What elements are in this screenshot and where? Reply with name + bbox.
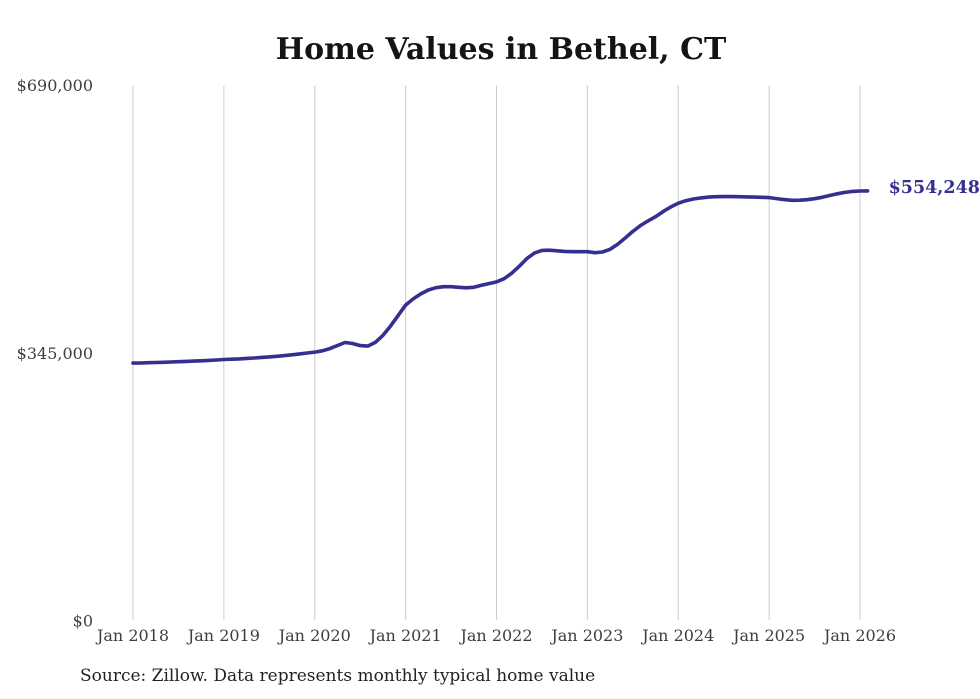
chart-title: Home Values in Bethel, CT — [276, 32, 727, 67]
x-tick-jan-2018: Jan 2018 — [95, 626, 169, 645]
source-note: Source: Zillow. Data represents monthly … — [80, 666, 595, 686]
home-value-line — [131, 189, 870, 365]
y-tick-0: $0 — [73, 612, 93, 631]
y-axis-tick-labels: $0 $345,000 $690,000 — [17, 76, 93, 631]
y-tick-345000: $345,000 — [17, 344, 93, 363]
x-tick-jan-2024: Jan 2024 — [640, 626, 714, 645]
x-tick-jan-2020: Jan 2020 — [277, 626, 351, 645]
x-tick-jan-2023: Jan 2023 — [549, 626, 623, 645]
x-axis-tick-labels: Jan 2018 Jan 2019 Jan 2020 Jan 2021 Jan 2022… — [95, 626, 896, 645]
gridlines — [132, 85, 861, 620]
y-tick-690000: $690,000 — [17, 76, 93, 95]
x-tick-jan-2022: Jan 2022 — [458, 626, 532, 645]
x-tick-jan-2025: Jan 2025 — [731, 626, 805, 645]
x-tick-jan-2021: Jan 2021 — [368, 626, 442, 645]
latest-value-label: $554,248 — [889, 178, 980, 198]
x-tick-jan-2019: Jan 2019 — [186, 626, 260, 645]
x-tick-jan-2026: Jan 2026 — [822, 626, 896, 645]
